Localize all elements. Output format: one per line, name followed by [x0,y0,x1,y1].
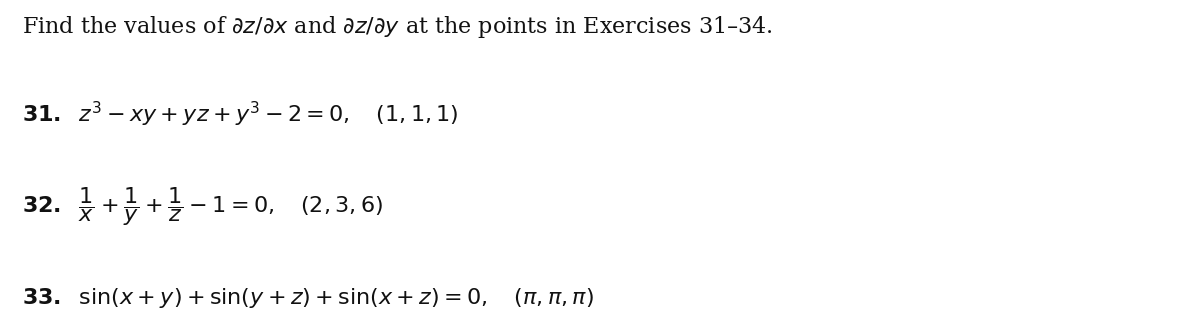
Text: $\mathbf{31.}\;$ $z^3 - xy + yz + y^3 - 2 = 0,\quad (1, 1, 1)$: $\mathbf{31.}\;$ $z^3 - xy + yz + y^3 - … [22,100,458,129]
Text: $\mathbf{32.}\;$ $\dfrac{1}{x} + \dfrac{1}{y} + \dfrac{1}{z} - 1 = 0,\quad (2, 3: $\mathbf{32.}\;$ $\dfrac{1}{x} + \dfrac{… [22,185,383,228]
Text: Find the values of $\partial z/\partial x$ and $\partial z/\partial y$ at the po: Find the values of $\partial z/\partial … [22,14,773,40]
Text: $\mathbf{33.}\;$ $\sin(x + y) + \sin(y + z) + \sin(x + z) = 0,\quad (\pi, \pi, \: $\mathbf{33.}\;$ $\sin(x + y) + \sin(y +… [22,286,594,310]
